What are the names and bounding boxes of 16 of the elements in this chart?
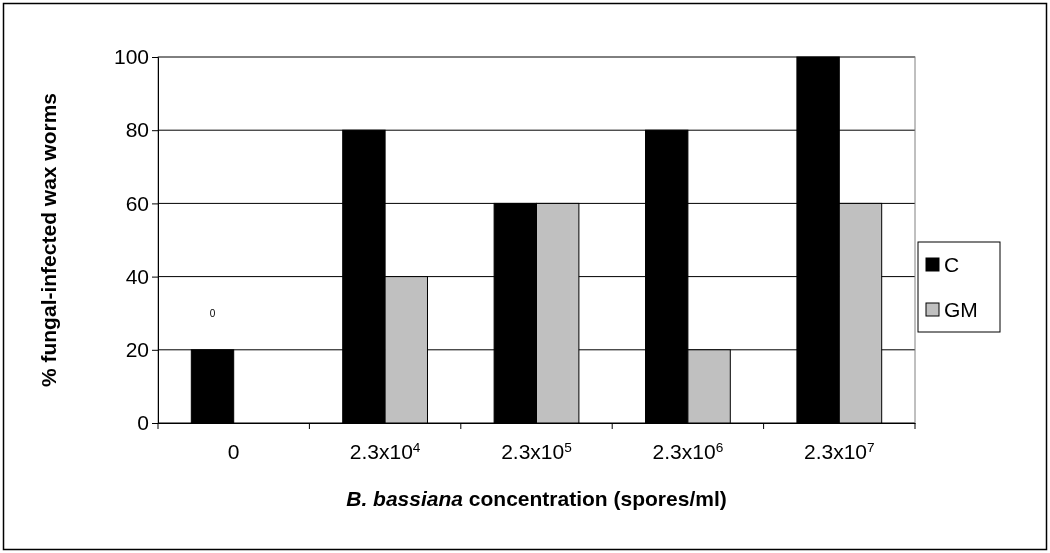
x-tick-label: 2.3x10$^{5}$ [501,439,573,463]
x-tick-label: 2.3x10$^{6}$ [652,439,724,463]
x-tick-label: 2.3x10$^{7}$ [803,439,875,463]
y-tick-label: 20 [125,338,149,362]
y-tick-label: 100 [113,45,149,69]
x-tick-label: 0 [227,440,240,463]
y-tick-label: 60 [125,191,149,215]
y-tick-label: 80 [125,118,149,142]
y-axis-title: % fungal-infected wax worms [37,92,60,388]
legend-label: GM [944,298,978,321]
annotation: 0 [209,307,216,319]
y-tick-label: 40 [125,264,149,288]
x-axis-title: B. bassiana concentration (spores/ml) [346,487,727,510]
x-tick-label: 2.3x10$^{4}$ [349,439,421,463]
y-tick-label: 0 [137,411,149,435]
legend-label: C [944,253,960,276]
